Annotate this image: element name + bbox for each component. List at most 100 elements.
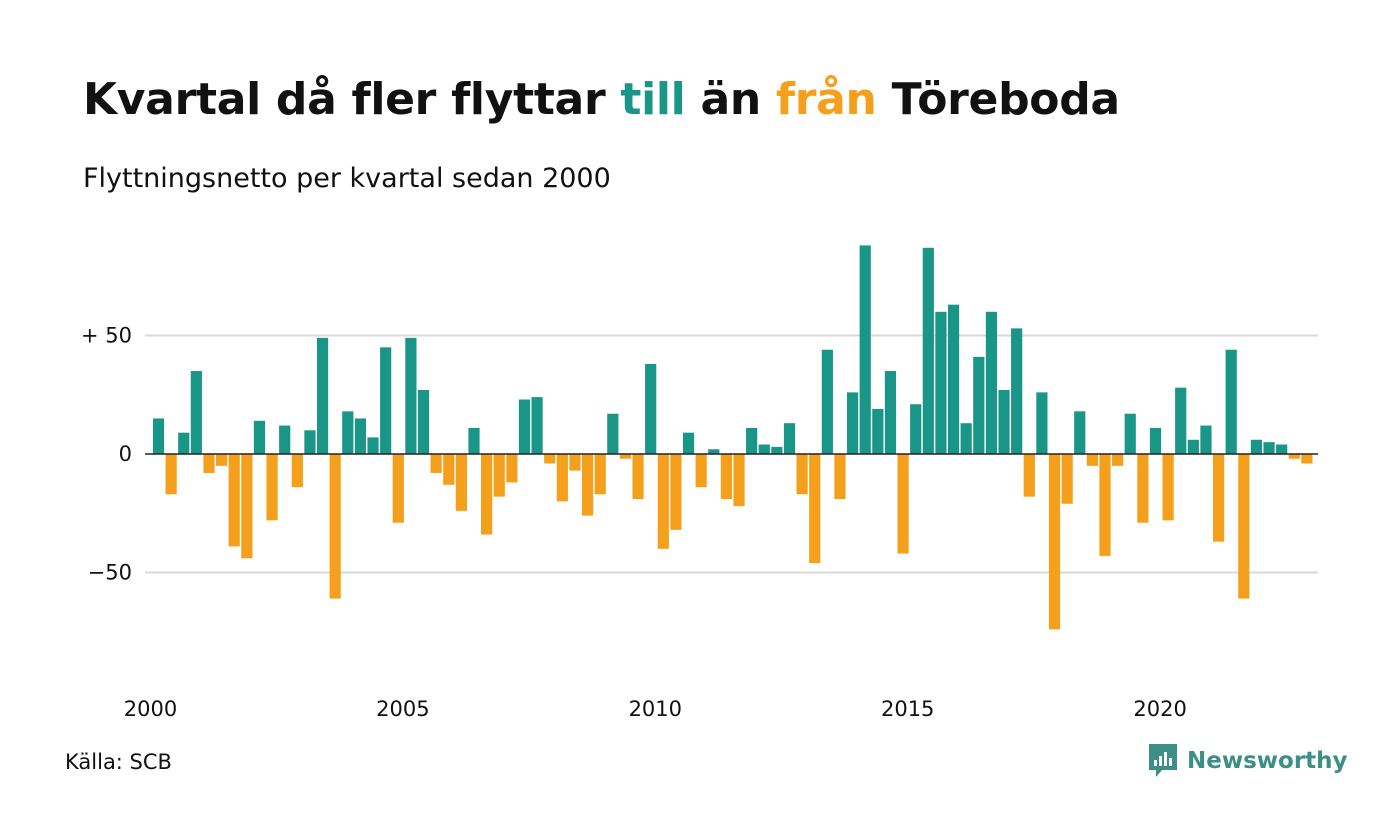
bar	[506, 454, 518, 483]
bar	[834, 454, 846, 500]
bar	[1212, 454, 1225, 542]
bar	[809, 454, 821, 564]
source-note: Källa: SCB	[65, 750, 172, 774]
bar	[203, 454, 215, 473]
bar	[354, 418, 367, 454]
bar	[178, 432, 190, 454]
bar	[821, 349, 833, 454]
bar	[1036, 392, 1048, 454]
bar	[720, 454, 732, 500]
bar	[304, 430, 316, 454]
bar	[430, 454, 442, 473]
bar	[216, 454, 228, 466]
bar	[733, 454, 745, 507]
bar	[1301, 454, 1313, 464]
bar	[847, 392, 859, 454]
bar	[544, 454, 556, 464]
bar	[266, 454, 278, 521]
title-part2: än	[685, 74, 776, 125]
bar	[1238, 454, 1250, 599]
bar	[493, 454, 505, 497]
bar	[279, 425, 291, 454]
bar	[657, 454, 669, 549]
logo-text: Newsworthy	[1187, 748, 1348, 774]
bar	[581, 454, 594, 516]
bar	[607, 413, 619, 454]
x-axis-ticks: 2000 2005 2010 2015 2020	[124, 697, 1187, 721]
bar	[1149, 427, 1162, 454]
bar	[443, 454, 455, 485]
bar	[758, 444, 770, 454]
bar	[1112, 454, 1124, 466]
bar	[152, 418, 165, 454]
bar	[998, 390, 1010, 454]
chart-title: Kvartal då fler flyttar till än från Tör…	[83, 74, 1120, 125]
bar	[619, 454, 632, 459]
bar	[367, 437, 379, 454]
title-part3: Töreboda	[876, 74, 1120, 125]
bar	[165, 454, 177, 495]
bar	[1124, 413, 1136, 454]
bar	[783, 423, 796, 454]
bar	[1099, 454, 1111, 556]
y-axis-ticks: + 50 0 −50	[81, 324, 132, 585]
bar	[796, 454, 808, 495]
x-tick-label: 2000	[124, 697, 177, 721]
bar	[947, 304, 960, 454]
title-highlight-negative: från	[775, 74, 877, 125]
bar	[1061, 454, 1073, 504]
bar	[1011, 328, 1023, 454]
title-highlight-positive: till	[620, 74, 686, 125]
bar	[872, 408, 884, 454]
chart-subtitle: Flyttningsnetto per kvartal sedan 2000	[83, 163, 611, 194]
bar	[556, 454, 568, 502]
bar	[1074, 411, 1086, 454]
bar	[771, 446, 783, 454]
bar	[342, 411, 354, 454]
bar	[329, 454, 341, 599]
bar	[682, 432, 695, 454]
y-tick-label: 0	[119, 442, 132, 466]
bar	[985, 311, 998, 454]
bar	[468, 427, 480, 454]
bar	[708, 449, 720, 454]
bar	[973, 356, 985, 454]
bar	[1263, 442, 1275, 454]
bar	[291, 454, 303, 488]
bar	[316, 337, 329, 454]
bar	[897, 454, 909, 554]
bar	[1137, 454, 1149, 523]
bar	[228, 454, 240, 547]
title-part1: Kvartal då fler flyttar	[83, 74, 621, 125]
bar	[518, 399, 531, 454]
bar	[1162, 454, 1174, 521]
bar	[531, 397, 543, 454]
x-tick-label: 2020	[1133, 697, 1186, 721]
bar	[695, 454, 707, 488]
bar	[884, 371, 897, 454]
bar	[1086, 454, 1098, 466]
bar	[670, 454, 682, 530]
bar	[241, 454, 253, 559]
bar	[1175, 387, 1187, 454]
newsworthy-chart-icon	[1149, 744, 1177, 777]
newsworthy-logo[interactable]: Newsworthy	[1148, 743, 1348, 779]
bar	[1288, 454, 1300, 459]
bar	[392, 454, 404, 523]
x-tick-label: 2010	[629, 697, 682, 721]
bar	[1187, 439, 1199, 454]
bar	[1225, 349, 1237, 454]
bar	[960, 423, 972, 454]
bar	[569, 454, 581, 471]
bar	[455, 454, 467, 511]
bar	[1048, 454, 1061, 630]
bar	[746, 427, 758, 454]
bar	[645, 363, 657, 454]
bar	[380, 347, 392, 454]
y-tick-label: −50	[88, 561, 132, 585]
bar	[253, 420, 266, 454]
bar	[1200, 425, 1212, 454]
y-tick-label: + 50	[81, 324, 132, 348]
bar	[190, 371, 202, 454]
